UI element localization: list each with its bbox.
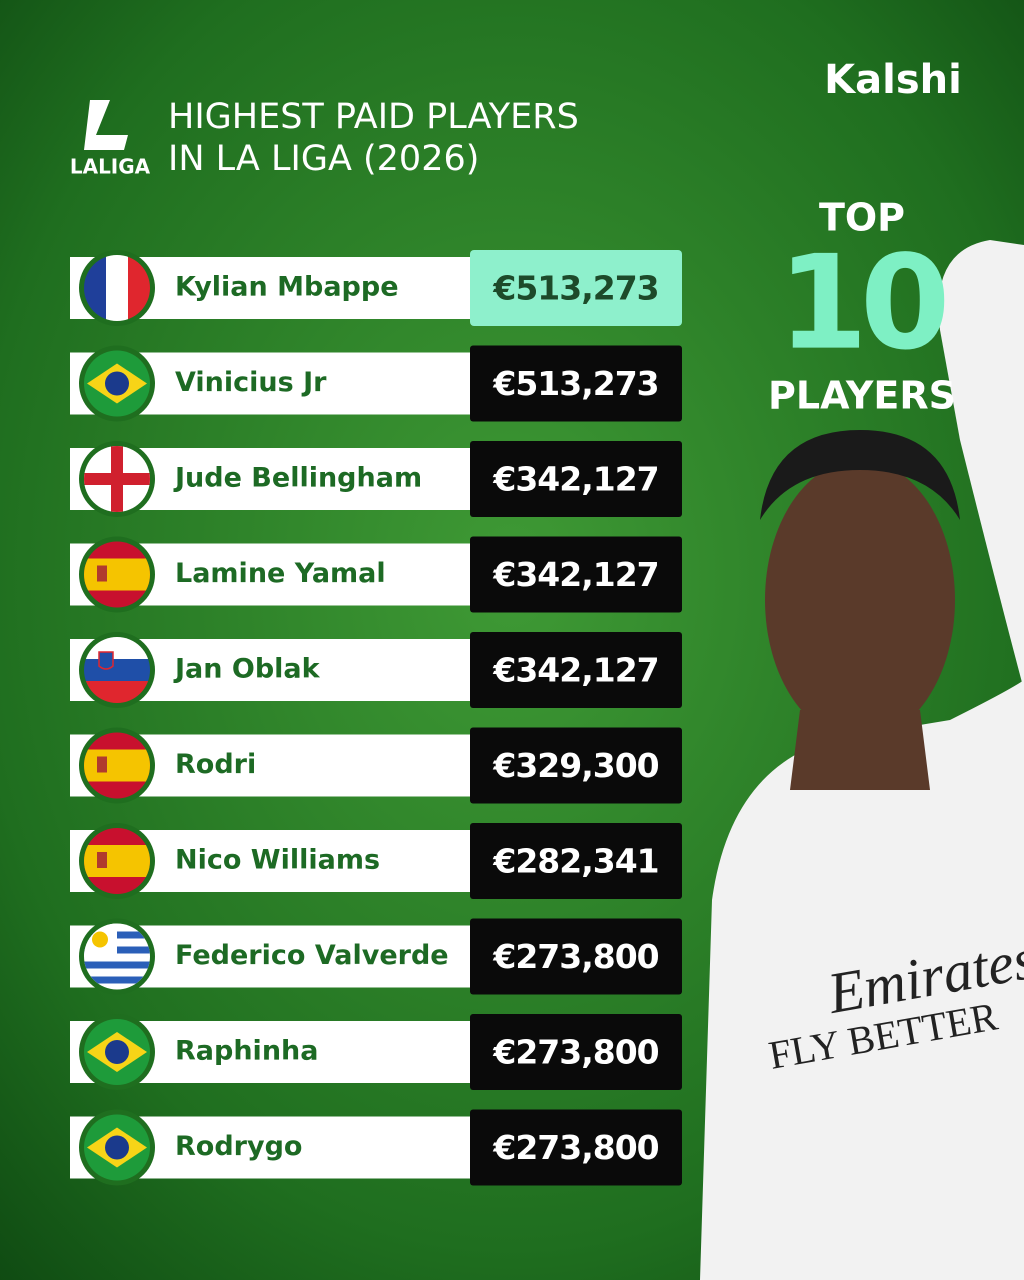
- title-line: HIGHEST PAID PLAYERS: [168, 97, 579, 137]
- flag-art: [84, 828, 150, 894]
- flag-part: [92, 931, 108, 948]
- table-row: Raphinha €273,800: [70, 1014, 682, 1090]
- salary: €273,800: [492, 937, 658, 976]
- badge-number: 10: [778, 227, 945, 379]
- player-name: Lamine Yamal: [175, 558, 386, 589]
- flag-art: [84, 541, 150, 608]
- table-row: Kylian Mbappe €513,273: [70, 250, 682, 326]
- flag: [79, 345, 155, 422]
- player-name: Raphinha: [175, 1036, 318, 1067]
- player-name: Nico Williams: [175, 845, 380, 876]
- flag-part: [84, 961, 150, 969]
- table-row: Rodrygo €273,800: [70, 1109, 682, 1186]
- flag-art: [84, 732, 150, 799]
- salary: €273,800: [492, 1033, 658, 1072]
- player-name: Kylian Mbappe: [175, 272, 399, 303]
- flag-art: [84, 1114, 150, 1181]
- logo-text: LALIGA: [70, 155, 151, 179]
- player-name: Rodrygo: [175, 1131, 302, 1162]
- salary-box: [470, 1109, 682, 1186]
- table-row: Federico Valverde €273,800: [70, 918, 682, 995]
- salary: €282,341: [492, 842, 658, 881]
- salary: €273,800: [492, 1128, 658, 1167]
- salary-box: [470, 823, 682, 899]
- logo-mark: [84, 100, 128, 150]
- flag-art: [84, 923, 150, 990]
- flag: [79, 441, 155, 517]
- title-line: IN LA LIGA (2026): [168, 139, 479, 179]
- flag: [79, 1109, 155, 1186]
- salary-box: [470, 727, 682, 804]
- player-photo: Emirates FLY BETTER: [700, 240, 1024, 1280]
- salary-box: [470, 250, 682, 326]
- flag-art: [84, 446, 150, 512]
- table-row: Jan Oblak €342,127: [70, 632, 682, 708]
- flag-part: [84, 976, 150, 984]
- flag-part: [84, 845, 150, 877]
- salary-box: [470, 918, 682, 995]
- salary: €342,127: [492, 555, 658, 594]
- salary: €513,273: [492, 269, 658, 308]
- flag-art: [84, 350, 150, 417]
- flag-part: [97, 565, 107, 582]
- flag-part: [105, 371, 129, 396]
- flag: [79, 823, 155, 899]
- flag-part: [105, 1135, 129, 1160]
- flag-part: [98, 651, 114, 670]
- flag-part: [128, 255, 150, 321]
- badge-top: TOP: [819, 196, 905, 240]
- player-name: Jan Oblak: [173, 654, 321, 685]
- flag: [79, 727, 155, 804]
- salary-box: [470, 345, 682, 422]
- flag: [79, 536, 155, 613]
- flag-part: [84, 558, 150, 591]
- flag-part: [84, 681, 150, 703]
- salary: €513,273: [492, 364, 658, 403]
- badge-bottom: PLAYERS: [768, 374, 956, 418]
- salary-box: [470, 536, 682, 613]
- flag: [79, 632, 155, 708]
- table-row: Lamine Yamal €342,127: [70, 536, 682, 613]
- player-name: Federico Valverde: [175, 940, 449, 971]
- salary-box: [470, 632, 682, 708]
- salary: €342,127: [492, 651, 658, 690]
- flag-art: [84, 255, 150, 321]
- table: Kylian Mbappe €513,273 Vinicius Jr €513,273…: [70, 250, 682, 1186]
- table-row: Vinicius Jr €513,273: [70, 345, 682, 422]
- flag-part: [84, 659, 150, 681]
- salary-box: [470, 441, 682, 517]
- salary-box: [470, 1014, 682, 1090]
- flag-part: [84, 749, 150, 782]
- table-row: Jude Bellingham €342,127: [70, 441, 682, 517]
- table-row: Rodri €329,300: [70, 727, 682, 804]
- flag-part: [84, 473, 150, 485]
- player-name: Rodri: [175, 749, 256, 780]
- flag-part: [106, 255, 128, 321]
- salary: €342,127: [492, 460, 658, 499]
- flag-part: [97, 756, 107, 773]
- brand: Kalshi: [824, 57, 962, 103]
- player-name: Vinicius Jr: [175, 367, 327, 398]
- flag: [79, 918, 155, 995]
- flag-part: [97, 852, 107, 868]
- player-name: Jude Bellingham: [173, 463, 422, 494]
- flag-part: [105, 1040, 129, 1064]
- flag: [79, 250, 155, 326]
- salary: €329,300: [492, 746, 658, 785]
- flag: [79, 1014, 155, 1090]
- flag-part: [84, 255, 106, 321]
- flag-art: [84, 1019, 150, 1085]
- table-row: Nico Williams €282,341: [70, 823, 682, 899]
- flag-art: [84, 637, 150, 703]
